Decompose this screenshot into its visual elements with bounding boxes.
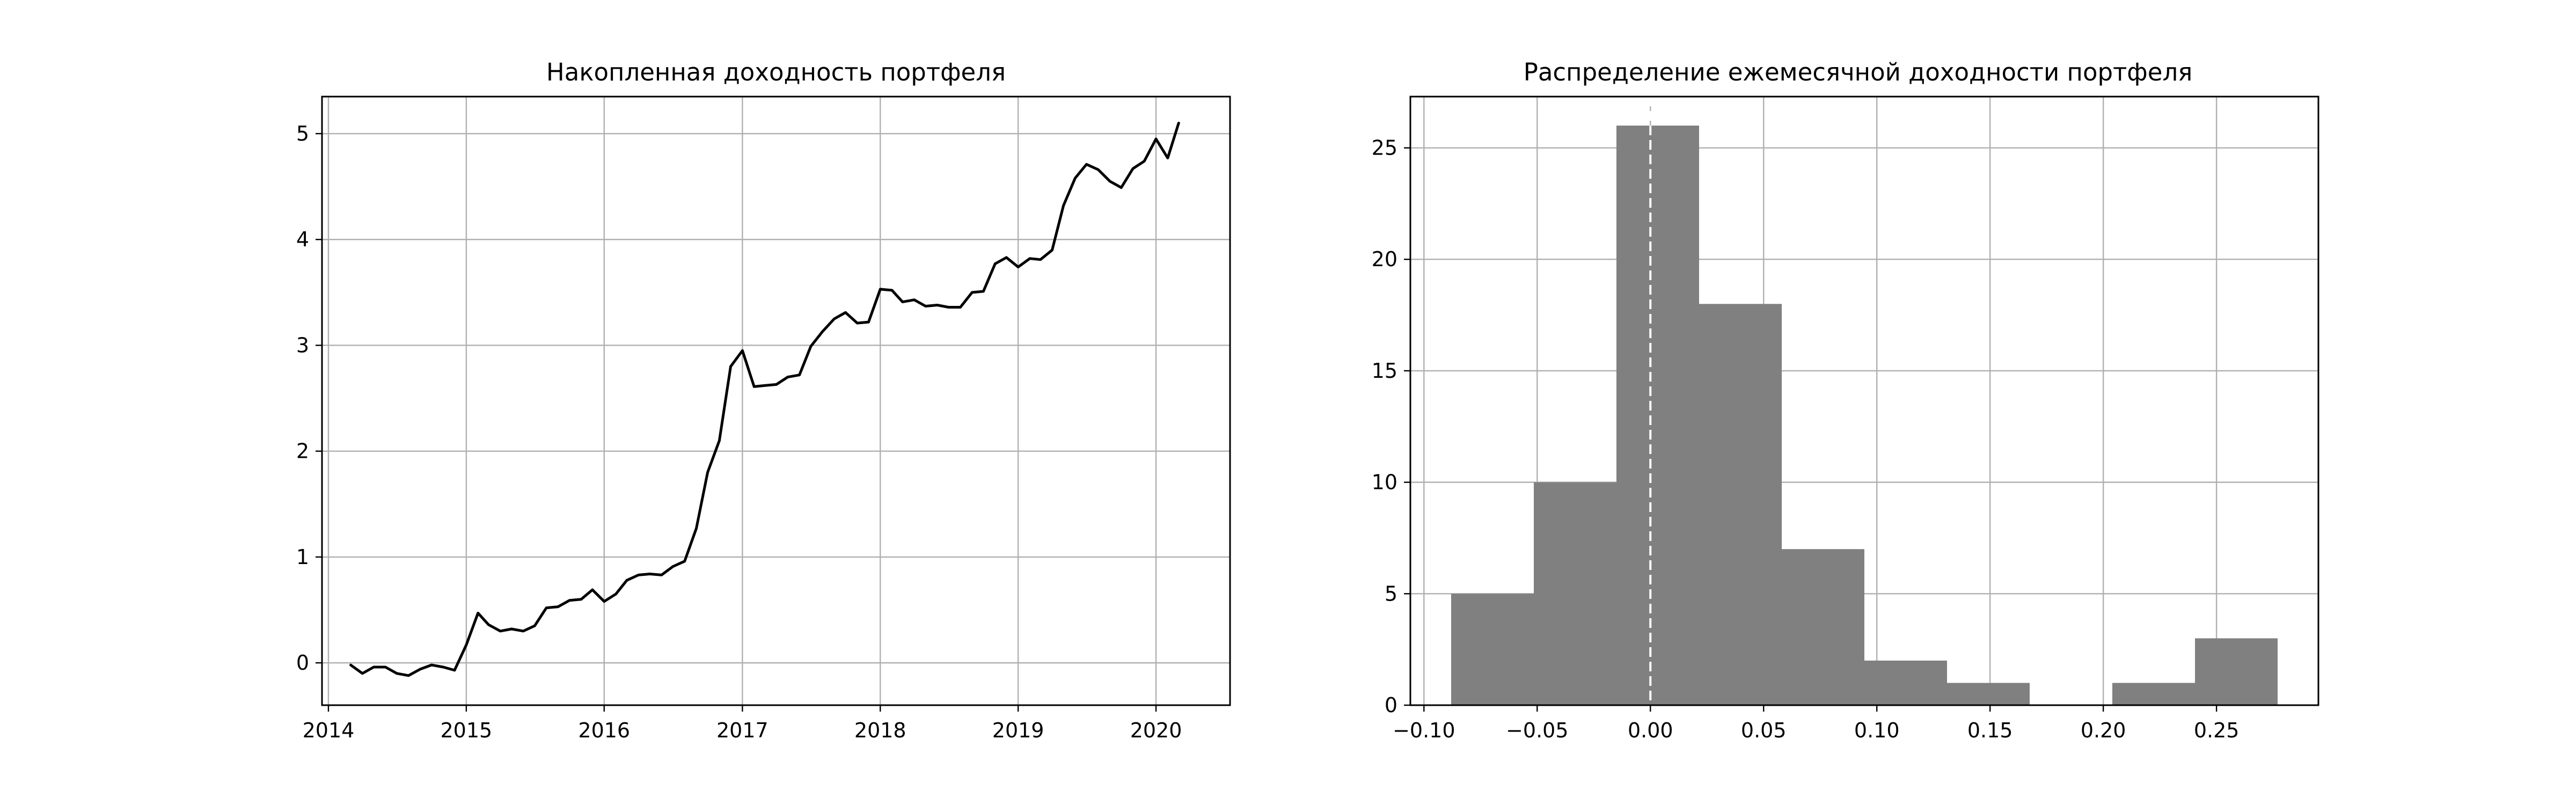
x-tick-label: 2017 (716, 719, 769, 742)
monthly-return-histogram-title: Распределение ежемесячной доходности пор… (1524, 58, 2193, 86)
histogram-y-axis: 0 5 10 15 20 25 (1372, 136, 1410, 717)
cumulative-return-plot-frame (321, 96, 1231, 706)
x-tick-label: 2018 (854, 719, 906, 742)
x-tick-label: −0.10 (1393, 719, 1455, 742)
cumulative-return-chart: Накопленная доходность портфеля 2014 2015… (296, 58, 1231, 742)
y-tick-label: 15 (1372, 359, 1397, 383)
cumulative-return-x-axis: 2014 2015 2016 2017 2018 2019 2020 (303, 705, 1182, 742)
histogram-bars (1451, 126, 2278, 705)
x-tick-label: 0.20 (2081, 719, 2126, 742)
x-tick-label: 2016 (578, 719, 630, 742)
x-tick-label: 2019 (992, 719, 1044, 742)
histogram-plot-frame (1409, 96, 2319, 706)
y-tick-label: 1 (296, 545, 309, 569)
histogram-x-axis: −0.10 −0.05 0.00 0.05 0.10 0.15 0.20 0.25 (1393, 705, 2239, 742)
histogram-bar (1864, 660, 1947, 705)
histogram-bar (1782, 549, 1864, 705)
x-tick-label: 2015 (441, 719, 493, 742)
histogram-bar (2195, 638, 2278, 705)
y-tick-label: 5 (1385, 582, 1397, 605)
histogram-bar (1534, 482, 1616, 705)
y-tick-label: 5 (296, 122, 309, 145)
y-tick-label: 4 (296, 228, 309, 251)
y-tick-label: 10 (1372, 471, 1397, 494)
x-tick-label: 0.15 (1967, 719, 2013, 742)
y-tick-label: 0 (1385, 693, 1397, 717)
x-tick-label: 0.25 (2194, 719, 2240, 742)
cumulative-return-y-axis: 0 1 2 3 4 5 (296, 122, 322, 675)
cumulative-return-title: Накопленная доходность портфеля (546, 58, 1006, 86)
histogram-bar (1616, 126, 1699, 705)
x-tick-label: 0.10 (1854, 719, 1900, 742)
x-tick-label: −0.05 (1506, 719, 1568, 742)
y-tick-label: 3 (296, 333, 309, 357)
cumulative-return-line (349, 121, 1180, 677)
x-tick-label: 2020 (1130, 719, 1182, 742)
x-tick-label: 0.00 (1628, 719, 1673, 742)
y-tick-label: 25 (1372, 136, 1397, 160)
y-tick-label: 20 (1372, 247, 1397, 271)
y-tick-label: 0 (296, 651, 309, 675)
x-tick-label: 2014 (303, 719, 355, 742)
histogram-bar (1451, 594, 1534, 705)
histogram-bar (1947, 683, 2030, 705)
x-tick-label: 0.05 (1741, 719, 1787, 742)
cumulative-return-grid (322, 97, 1230, 705)
y-tick-label: 2 (296, 440, 309, 463)
monthly-return-histogram: Распределение ежемесячной доходности пор… (1372, 58, 2319, 742)
histogram-bar (1699, 304, 1782, 705)
histogram-bar (2112, 683, 2195, 705)
